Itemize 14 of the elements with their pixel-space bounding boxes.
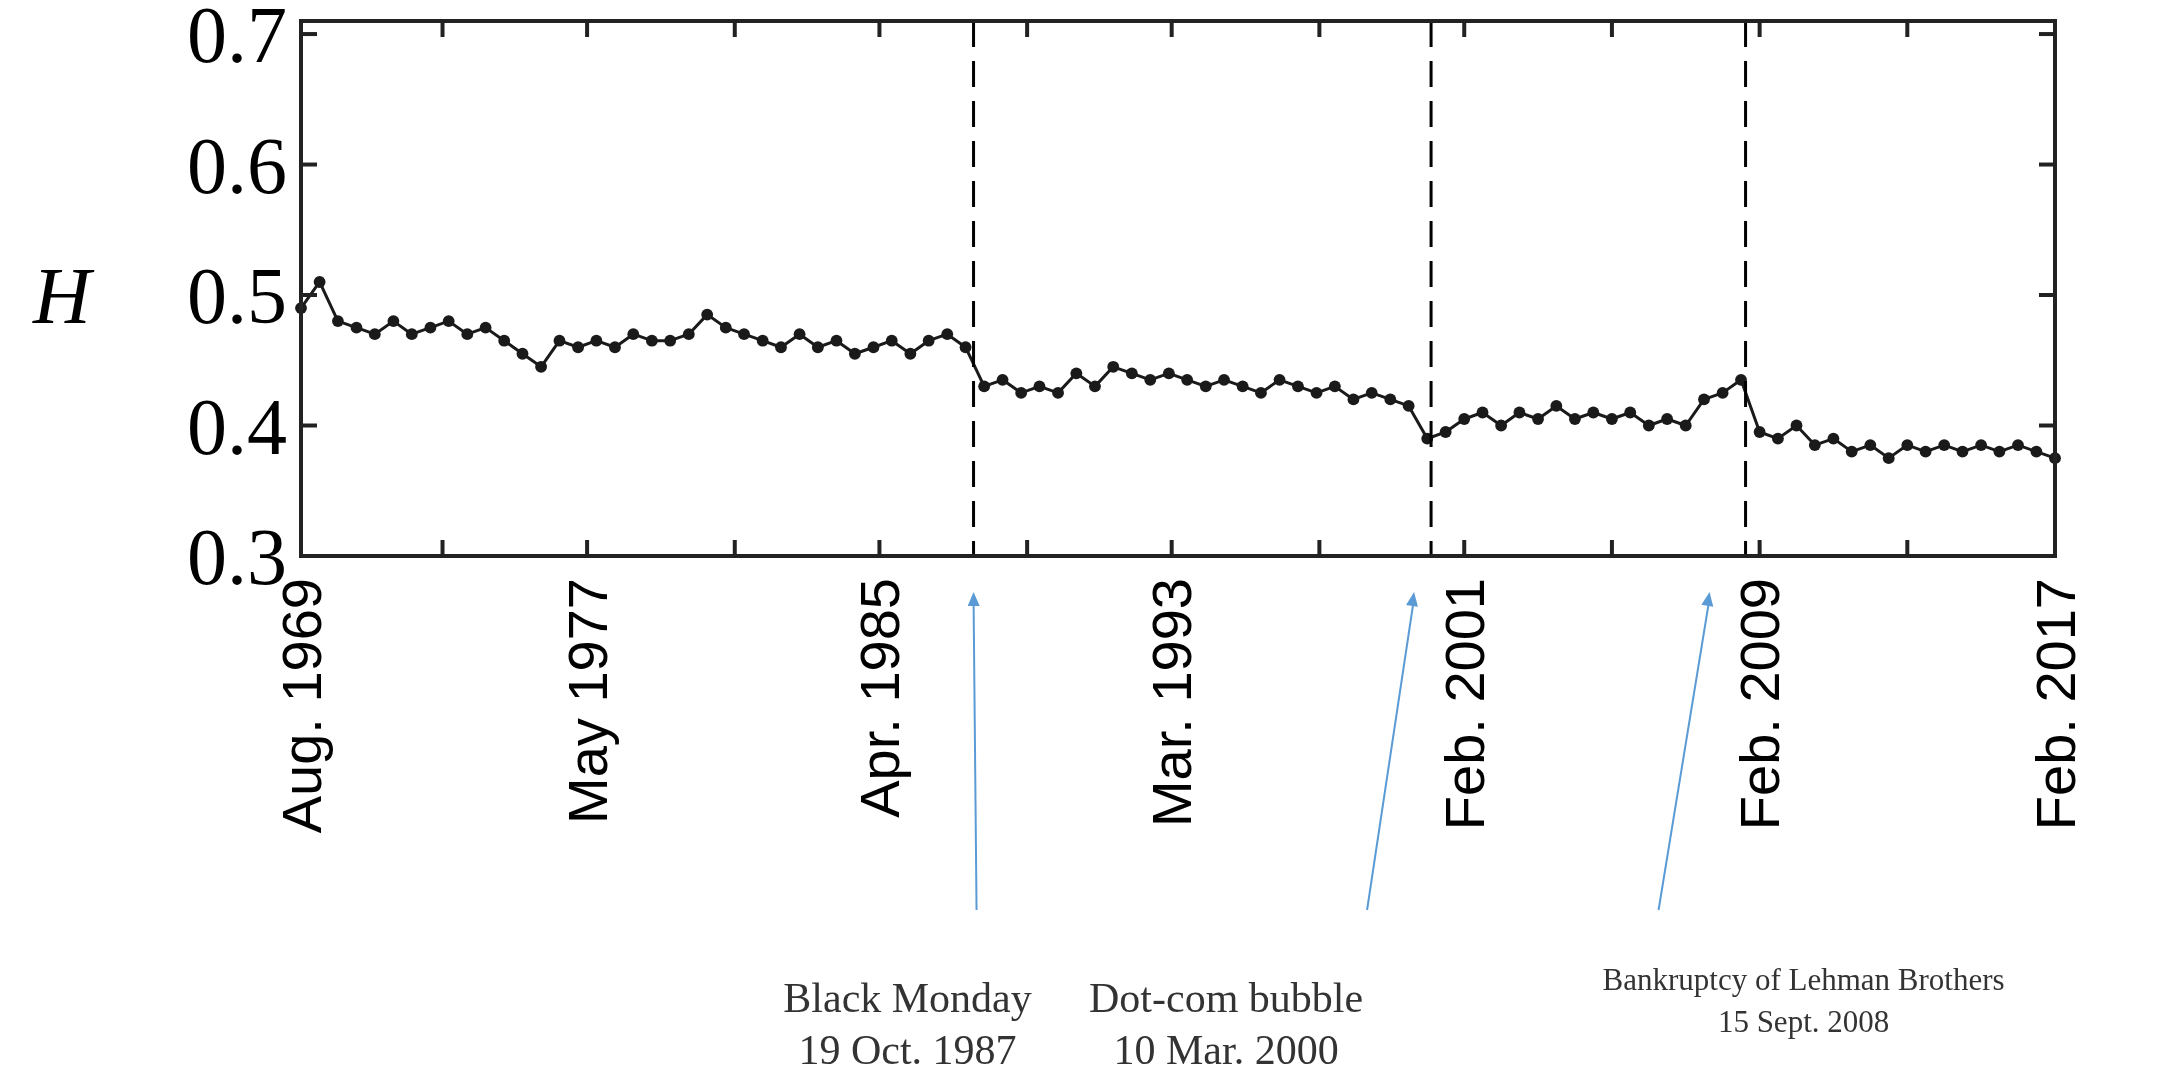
y-tick-label: 0.6 [187, 121, 287, 210]
x-tick-label: Feb. 2001 [1432, 578, 1496, 831]
text: Bankruptcy of Lehman Brothers 15 Sept. 2008 [1602, 962, 2005, 1039]
y-axis-title: H [32, 252, 96, 341]
x-tick-label: Apr. 1985 [848, 578, 912, 818]
x-tick-label: Feb. 2009 [1728, 578, 1792, 831]
x-tick-label: May 1977 [555, 578, 619, 824]
y-tick-label: 0.7 [187, 0, 287, 80]
text: Black Monday 19 Oct. 1987 [783, 975, 1032, 1073]
y-tick-label: 0.5 [187, 252, 287, 341]
y-tick-label: 0.4 [187, 382, 287, 471]
text: Dot-com bubble 10 Mar. 2000 [1089, 975, 1364, 1073]
x-tick-label: Mar. 1993 [1140, 578, 1204, 828]
x-tick-label: Feb. 2017 [2023, 578, 2087, 831]
